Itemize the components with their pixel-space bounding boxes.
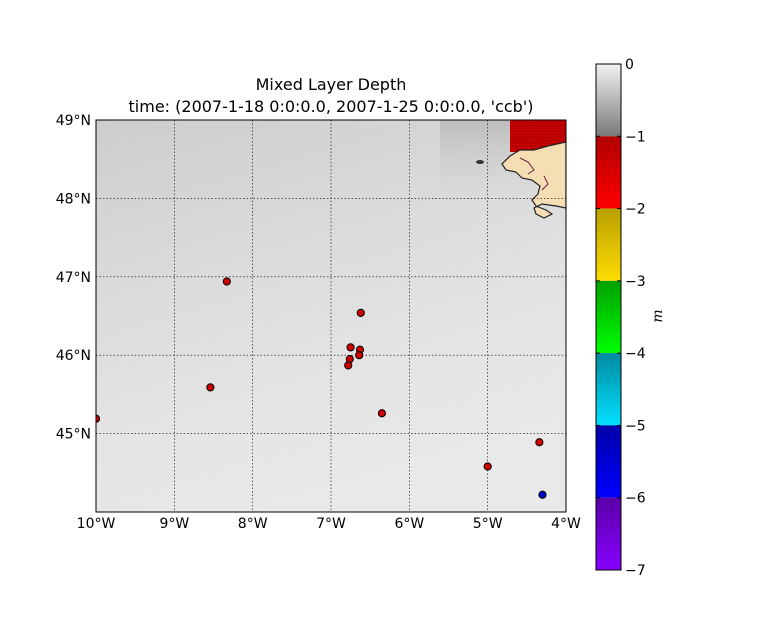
observation-point <box>344 361 353 370</box>
y-tick-label: 49°N <box>56 113 91 129</box>
observation-point <box>377 409 387 418</box>
observation-point <box>206 383 215 392</box>
x-tick-label: 10°W <box>77 516 116 532</box>
observation-point <box>222 277 231 286</box>
observation-point <box>356 308 365 317</box>
x-tick-label: 8°W <box>238 516 268 532</box>
y-tick-label: 47°N <box>56 270 91 286</box>
x-axis-ticks: 10°W 9°W 8°W 7°W 6°W 5°W 4°W <box>77 516 581 532</box>
land-brittany <box>501 141 566 219</box>
colorbar-segment-2-3 <box>596 208 621 281</box>
colorbar-tick-label: −6 <box>625 491 646 507</box>
island-sein <box>476 160 484 164</box>
observation-point <box>538 490 547 499</box>
colorbar-segment-3-4 <box>596 280 621 354</box>
plot-frame <box>95 119 567 513</box>
colorbar-segment-4-5 <box>596 353 621 426</box>
colorbar-tick-label: −5 <box>625 418 646 434</box>
colorbar-unit-label: m <box>650 309 666 322</box>
observation-points <box>96 277 547 499</box>
x-tick-label: 5°W <box>473 516 503 532</box>
chart-subtitle: time: (2007-1-18 0:0:0.0, 2007-1-25 0:0:… <box>129 97 534 116</box>
colorbar-tick-label: −4 <box>625 346 646 362</box>
colorbar-tick-label: −7 <box>625 563 646 579</box>
x-tick-label: 7°W <box>316 516 346 532</box>
x-tick-label: 9°W <box>159 516 189 532</box>
observation-point <box>483 462 492 471</box>
observation-point <box>535 438 544 447</box>
colorbar: 0 −1 −2 −3 −4 −5 −6 −7 m <box>595 57 666 579</box>
colorbar-tick-label: −2 <box>625 202 646 218</box>
gridlines <box>96 120 566 512</box>
map-plot-area <box>96 120 566 512</box>
y-tick-label: 48°N <box>56 191 91 207</box>
colorbar-segment-5-6 <box>596 425 621 498</box>
y-axis-ticks: 45°N 46°N 47°N 48°N 49°N <box>56 113 91 443</box>
colorbar-segment-0-1 <box>596 64 621 137</box>
x-tick-label: 4°W <box>551 516 581 532</box>
coast-detail <box>519 157 549 191</box>
x-tick-label: 6°W <box>394 516 424 532</box>
colorbar-segment-1-2 <box>596 136 621 209</box>
observation-point <box>355 351 364 360</box>
y-tick-label: 45°N <box>56 427 91 443</box>
chart-title: Mixed Layer Depth <box>256 75 407 94</box>
colorbar-ticks: 0 −1 −2 −3 −4 −5 −6 −7 <box>596 57 646 579</box>
colorbar-frame <box>595 63 622 571</box>
colorbar-segment-6-7 <box>596 497 621 570</box>
colorbar-tick-label: 0 <box>625 57 634 73</box>
colorbar-tick-label: −3 <box>625 274 646 290</box>
y-tick-label: 46°N <box>56 348 91 364</box>
observation-point <box>346 343 355 352</box>
colorbar-tick-label: −1 <box>625 129 646 145</box>
